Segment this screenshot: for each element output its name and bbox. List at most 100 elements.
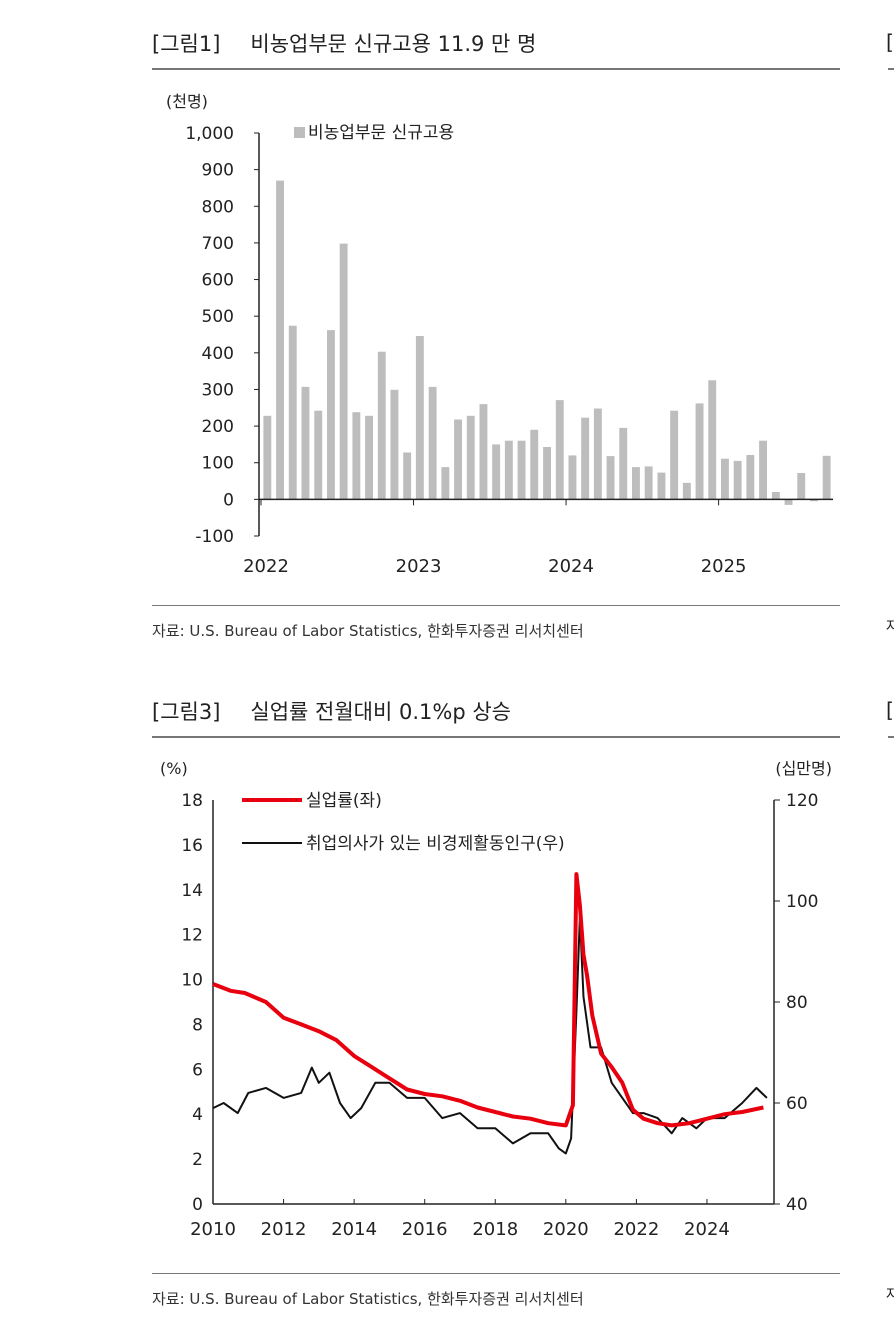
chart-3-right-tick-label: 120 (786, 791, 818, 811)
edge-source-glyph-1: 자 (886, 619, 894, 635)
chart-3-right-tick-label: 40 (786, 1195, 808, 1215)
chart-1-bar (695, 403, 704, 500)
chart-3-left-tick-label: 18 (181, 791, 203, 811)
edge-figure-bracket-bottom: [ (886, 698, 894, 722)
chart-1-bar (593, 408, 602, 500)
chart-1-bar (466, 415, 475, 500)
figure-3-bottom-rule (152, 1273, 840, 1274)
chart-1-y-tick-label: -100 (195, 527, 234, 547)
chart-3-legend-label-2: 취업의사가 있는 비경제활동인구(우) (306, 834, 565, 854)
figure-3-title-text: 실업률 전월대비 0.1%p 상승 (250, 700, 511, 724)
chart-1-bar (606, 456, 615, 500)
chart-1-bar (352, 412, 361, 500)
figure-3-top-rule (152, 736, 840, 738)
edge-source-glyph-2: 자 (886, 1287, 894, 1303)
chart-1-y-tick-label: 500 (202, 307, 234, 327)
chart-1-legend-label: 비농업부문 신규고용 (308, 123, 454, 143)
chart-3-x-tick-label: 2012 (261, 1219, 307, 1240)
figure-1-top-rule (152, 68, 840, 70)
chart-3-left-unit: (%) (160, 759, 188, 778)
chart-1-y-tick-label: 600 (202, 271, 234, 291)
chart-1-y-tick-label: 0 (223, 490, 234, 510)
chart-1-bar (415, 336, 424, 500)
figure-1-title-text: 비농업부문 신규고용 11.9 만 명 (250, 32, 537, 56)
chart-1-x-tick-label: 2022 (243, 556, 289, 577)
chart-3-left-tick-label: 10 (181, 971, 203, 991)
edge-figure-bracket-top: [ (886, 30, 894, 54)
chart-3-x-tick-label: 2018 (472, 1219, 518, 1240)
chart-1-bar (568, 455, 577, 500)
chart-3-x-tick-label: 2024 (684, 1219, 730, 1240)
chart-3-right-tick-label: 100 (786, 892, 818, 912)
chart-1-y-tick-label: 100 (202, 454, 234, 474)
chart-3-left-tick-label: 6 (192, 1060, 203, 1080)
chart-1-bar (365, 415, 373, 500)
chart-1-x-tick-label: 2024 (548, 556, 594, 577)
chart-3-x-tick-label: 2020 (543, 1219, 589, 1240)
chart-3-x-tick-label: 2014 (331, 1219, 377, 1240)
chart-1-bar (708, 380, 717, 500)
figure-3-title: [그림3] 실업률 전월대비 0.1%p 상승 (152, 696, 511, 726)
chart-1-bar (377, 351, 386, 500)
chart-1-y-tick-label: 300 (202, 380, 234, 400)
chart-1-bar (555, 400, 564, 500)
chart-1-bar (581, 417, 590, 500)
chart-3-x-tick-label: 2022 (613, 1219, 659, 1240)
figure-1-bottom-rule (152, 605, 840, 606)
chart-1-bar (301, 386, 310, 500)
chart-3-x-tick-label: 2010 (190, 1219, 236, 1240)
figure-1-source: 자료: U.S. Bureau of Labor Statistics, 한화투… (152, 622, 584, 640)
chart-1-bar (797, 473, 806, 500)
edge-rule-top (888, 68, 894, 70)
figure-1-title: [그림1] 비농업부문 신규고용 11.9 만 명 (152, 28, 536, 58)
chart-1-y-unit: (천명) (166, 92, 208, 111)
chart-1-y-tick-label: 400 (202, 344, 234, 364)
chart-3-left-tick-label: 0 (192, 1195, 203, 1215)
chart-1-bar (428, 386, 437, 500)
chart-1-y-tick-label: 200 (202, 417, 234, 437)
chart-1-bar (746, 455, 755, 500)
chart-1-bar (288, 325, 297, 500)
chart-1-bar (479, 404, 488, 500)
chart-3-unemployment-line (212, 872, 764, 1128)
chart-1-bar (644, 466, 653, 500)
chart-3-marginal-labor-line (212, 915, 768, 1155)
chart-1-bar (263, 415, 272, 500)
chart-1-bar (390, 389, 399, 500)
figure-3-source: 자료: U.S. Bureau of Labor Statistics, 한화투… (152, 1290, 584, 1308)
chart-3-left-tick-label: 2 (192, 1150, 203, 1170)
chart-3-x-tick-label: 2016 (402, 1219, 448, 1240)
chart-1-bar (517, 440, 526, 500)
chart-3-legend-label-1: 실업률(좌) (306, 791, 382, 811)
chart-3-right-unit: (십만명) (775, 759, 832, 778)
chart-1-bar (759, 440, 767, 500)
chart-1-bar (733, 460, 742, 500)
chart-3-right-tick-label: 80 (786, 993, 808, 1013)
chart-1-y-tick-label: 1,000 (185, 124, 234, 144)
chart-1-bar (822, 455, 831, 500)
chart-1-bar (771, 492, 780, 500)
chart-1-bar (441, 467, 450, 500)
chart-1-legend-swatch (294, 127, 305, 138)
chart-1-x-tick-label: 2025 (701, 556, 747, 577)
chart-1-bar (619, 427, 628, 500)
chart-1-y-tick-label: 900 (202, 161, 234, 181)
chart-3-left-tick-label: 4 (192, 1105, 203, 1125)
chart-1-bar (632, 467, 640, 500)
chart-1-y-tick-label: 700 (202, 234, 234, 254)
chart-1-y-tick-label: 800 (202, 197, 234, 217)
chart-1-bar (530, 429, 539, 500)
chart-3-left-tick-label: 14 (181, 881, 203, 901)
chart-3-left-tick-label: 12 (181, 926, 203, 946)
chart-1-bar (810, 499, 818, 502)
chart-1-bar (682, 482, 691, 500)
chart-1-bar (670, 410, 679, 500)
chart-1-bar (492, 444, 501, 500)
chart-3-left-tick-label: 16 (181, 836, 203, 856)
chart-1-bar (784, 499, 793, 505)
chart-3-right-tick-label: 60 (786, 1094, 808, 1114)
chart-1-bar (721, 458, 729, 500)
figure-1-number: [그림1] (152, 32, 221, 56)
chart-1-bar (327, 330, 335, 500)
